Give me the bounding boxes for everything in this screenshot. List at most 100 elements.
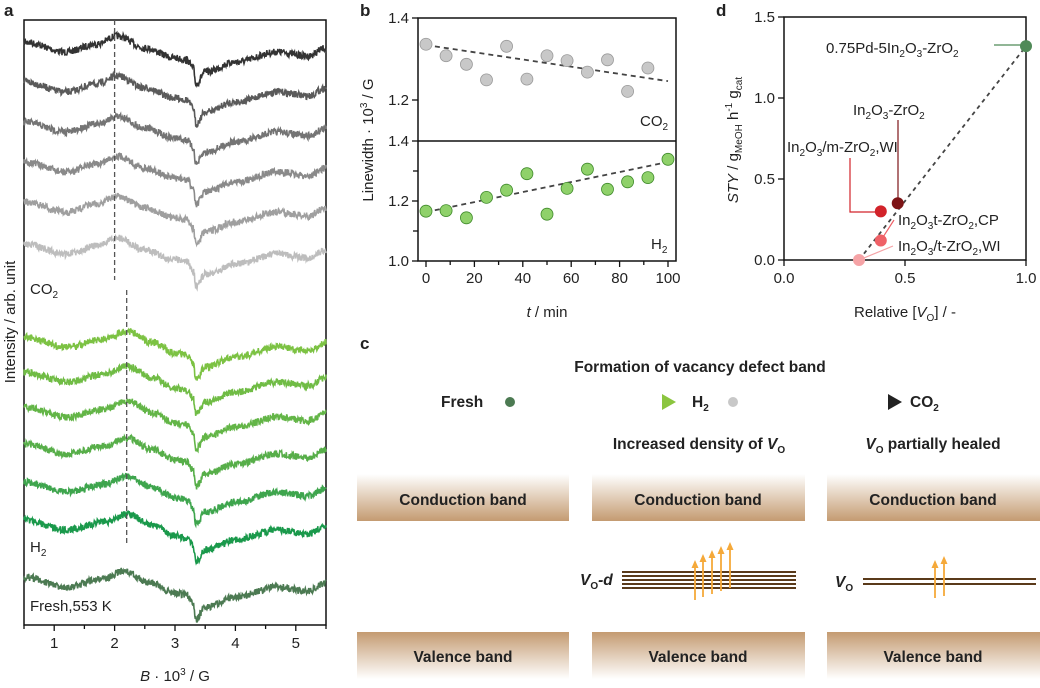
h2-point xyxy=(460,211,473,225)
co2-trace xyxy=(23,111,327,165)
defect-band-lines xyxy=(622,542,1036,600)
conduction-band-co2 xyxy=(827,474,1040,521)
spin-arrowhead xyxy=(940,556,948,564)
h2-point xyxy=(419,204,433,218)
y-tick-label: 1.2 xyxy=(388,92,409,109)
label-part: O xyxy=(916,212,928,229)
catalyst-point xyxy=(853,254,866,266)
label-part: 2 xyxy=(870,148,876,159)
h2-point xyxy=(540,207,554,221)
conduction-band-h2 xyxy=(592,474,805,521)
h2-point xyxy=(560,181,574,195)
co2-trace xyxy=(23,233,327,292)
label-part: t-ZrO xyxy=(933,212,968,229)
panel-d-sty-vs-vo: 0.00.51.01.50.0 0.5 1.00.75Pd-5In2O3-ZrO2I… xyxy=(754,9,1036,287)
label-part: 3 xyxy=(917,49,923,60)
y-tick-label: 1.4 xyxy=(388,133,409,150)
scheme-title: Formation of vacancy defect band xyxy=(574,359,826,376)
label-part: In xyxy=(853,102,866,119)
valence-band-co2 xyxy=(827,632,1040,679)
h2-point xyxy=(641,171,655,185)
scheme-h2: H2 xyxy=(692,394,709,414)
co2-point xyxy=(641,61,655,75)
co2-point xyxy=(419,37,433,51)
conduction-label-3: Conduction band xyxy=(869,492,996,509)
subtitle-h2: Increased density of VO xyxy=(613,436,786,456)
x-tick-label: 1 xyxy=(50,635,58,652)
valence-label-3: Valence band xyxy=(883,649,982,666)
label-part: /t-ZrO xyxy=(933,238,972,255)
x-tick-label: 20 xyxy=(466,270,483,287)
catalyst-label: In2O3t-ZrO2,CP xyxy=(898,212,999,232)
panel-d-xlabel: Relative [VO] / - xyxy=(854,304,956,324)
x-tick-label: 4 xyxy=(231,635,239,652)
y-tick-label: 0.5 xyxy=(754,171,775,188)
spin-arrowhead xyxy=(931,560,939,568)
trend-line xyxy=(858,45,1027,261)
x-tick-label: 5 xyxy=(292,635,300,652)
fresh-dot xyxy=(505,397,515,407)
x-tick-label: 0 xyxy=(422,270,430,287)
fresh-trace xyxy=(23,567,327,623)
label-part: 2 xyxy=(899,49,905,60)
vo-level-label: VO xyxy=(835,574,853,594)
h2-trace xyxy=(23,327,327,381)
x-tick-label: 60 xyxy=(563,270,580,287)
label-part: In xyxy=(898,212,911,229)
panel-b-co2-label: CO2 xyxy=(640,113,669,133)
label-part: O xyxy=(905,40,917,57)
scheme-co2: CO2 xyxy=(910,394,939,414)
trend-line xyxy=(425,161,669,213)
subtitle-co2: VO partially healed xyxy=(865,436,1000,456)
defect-band-label: VO-d xyxy=(580,572,613,592)
y-tick-label: 1.2 xyxy=(388,193,409,210)
panel-c-scheme: Formation of vacancy defect band Fresh H… xyxy=(357,359,1040,679)
catalyst-label: In2O3-ZrO2 xyxy=(853,102,925,122)
h2-trace xyxy=(23,510,327,566)
x-tick-label: 2 xyxy=(110,635,118,652)
y-tick-label: 1.5 xyxy=(754,9,775,26)
h2-point xyxy=(621,175,634,189)
x-tick-label: 0.0 xyxy=(774,270,795,287)
h2-point xyxy=(439,204,453,218)
co2-trace xyxy=(23,192,327,248)
x-tick-label: 1.0 xyxy=(1016,270,1037,287)
panel-b-ylabel: Linewidth · 103 / G xyxy=(359,78,377,201)
valence-band-h2 xyxy=(592,632,805,679)
co2-point xyxy=(520,72,534,86)
h2-trace xyxy=(23,472,327,529)
h2-trace xyxy=(23,397,327,454)
label-part: 3 xyxy=(928,221,934,232)
h2-trace xyxy=(23,362,327,416)
co2-trace xyxy=(23,70,327,128)
spin-arrowhead xyxy=(717,546,725,554)
y-tick-label: 1.4 xyxy=(388,10,409,27)
co2-point xyxy=(621,84,634,98)
co2-point xyxy=(581,65,594,79)
y-tick-label: 1.0 xyxy=(754,90,775,107)
h2-point xyxy=(480,190,493,204)
label-part: 2 xyxy=(968,221,974,232)
co2-point xyxy=(540,49,554,63)
x-tick-label: 3 xyxy=(171,635,179,652)
label-part: In xyxy=(787,139,800,156)
label-part: In xyxy=(898,238,911,255)
label-part: ,WI xyxy=(978,238,1001,255)
panel-a-xlabel: B · 103 / G xyxy=(140,667,210,685)
h2-point xyxy=(500,183,513,197)
catalyst-point xyxy=(891,197,904,210)
label-part: -ZrO xyxy=(888,102,919,119)
catalyst-point xyxy=(874,205,887,218)
conduction-label-2: Conduction band xyxy=(634,492,761,509)
annotation-fresh: Fresh,553 K xyxy=(30,598,112,615)
panel-label-b: b xyxy=(360,1,370,20)
co2-point xyxy=(460,57,473,71)
label-part: O xyxy=(805,139,817,156)
co2-trace xyxy=(23,152,327,208)
valence-label-2: Valence band xyxy=(648,649,747,666)
panel-b-linewidth: 1.2 1.4 1.0 1.2 1.4 0 20 40 60 80 100 xyxy=(388,10,680,287)
catalyst-point xyxy=(874,234,887,247)
leader-line xyxy=(849,158,881,213)
x-tick-label: 40 xyxy=(514,270,531,287)
